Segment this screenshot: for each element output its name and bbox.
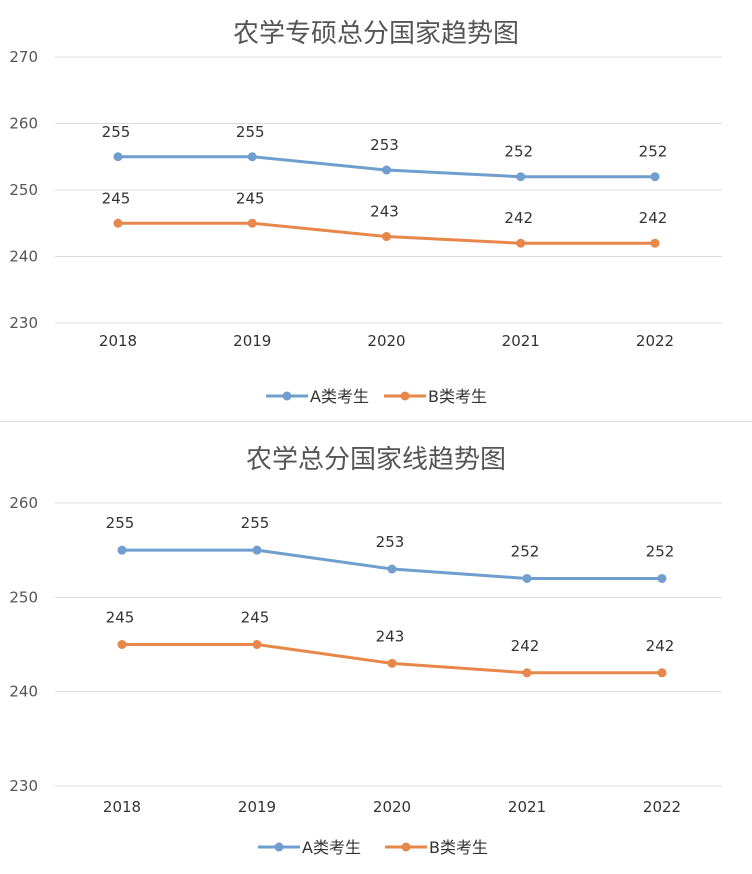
chart-title: 农学专硕总分国家趋势图 [233,19,519,49]
data-label: 243 [370,203,399,221]
data-label: 252 [504,143,533,161]
x-tick-label: 2020 [367,332,405,350]
data-point [252,545,262,555]
y-tick-label: 240 [9,683,38,701]
data-point [382,165,391,175]
data-point [117,640,127,649]
data-label: 252 [646,542,675,560]
data-label: 243 [376,627,405,645]
data-label: 255 [102,123,131,141]
chart-panel-agri-total: 农学总分国家线趋势图 230 240 250 260 2018 2019 2020 2021… [0,422,752,874]
x-tick-label: 2019 [238,798,276,816]
data-label: 253 [376,533,405,551]
data-point [117,545,127,555]
data-point [113,152,123,162]
data-label: 245 [102,189,131,207]
data-point [382,232,391,242]
data-label: 255 [106,514,135,532]
x-tick-label: 2018 [103,798,141,816]
data-label: 245 [106,609,135,627]
chart-panel-agri-professional: 农学专硕总分国家趋势图 230 240 250 260 270 2018 2019 2020… [0,0,752,422]
line-chart-agri-professional: 农学专硕总分国家趋势图 230 240 250 260 270 2018 2019 2020… [9,19,722,406]
chart-title: 农学总分国家线趋势图 [246,445,506,475]
data-label: 242 [646,637,675,655]
data-label: 242 [639,209,668,227]
series-line-a [120,548,664,580]
legend-label: B类考生 [428,387,487,406]
y-tick-label: 260 [9,494,38,512]
x-tick-label: 2022 [636,332,674,350]
data-point [247,218,257,228]
data-label: 253 [370,136,399,154]
y-tick-label: 260 [9,115,38,133]
data-point [252,640,262,649]
data-point [522,573,532,583]
data-point [247,152,257,162]
data-point [657,668,667,678]
data-label: 245 [241,609,270,627]
data-label: 242 [504,209,533,227]
y-tick-label: 230 [9,314,38,332]
series-line-b [120,643,664,675]
x-tick-label: 2018 [99,332,137,350]
data-point [516,172,526,182]
y-tick-label: 270 [9,48,38,66]
legend-item-a: A类考生 [266,387,369,406]
legend-label: B类考生 [429,838,488,857]
y-tick-label: 250 [9,588,38,606]
legend-item-b: B类考生 [385,838,488,857]
x-tick-label: 2020 [373,798,411,816]
x-tick-label: 2022 [643,798,681,816]
data-point [387,658,397,668]
x-tick-label: 2021 [502,332,540,350]
data-point [516,238,526,248]
legend-item-a: A类考生 [258,838,361,857]
data-point [113,218,123,228]
data-label: 252 [639,143,668,161]
legend-swatch-marker [282,391,292,401]
data-label: 255 [236,123,265,141]
data-point [387,564,397,574]
data-label: 242 [511,637,540,655]
data-point [650,238,660,248]
data-point [522,668,532,678]
legend-item-b: B类考生 [384,387,487,406]
data-label: 255 [241,514,270,532]
legend-label: A类考生 [302,838,361,857]
legend-swatch-marker [401,842,411,852]
data-label: 245 [236,189,265,207]
data-point [657,573,667,583]
data-point [650,172,660,182]
line-chart-agri-total: 农学总分国家线趋势图 230 240 250 260 2018 2019 2020 2021… [9,445,722,857]
legend-label: A类考生 [310,387,369,406]
y-tick-label: 250 [9,181,38,199]
legend-swatch-marker [274,842,284,852]
data-label: 252 [511,542,540,560]
y-tick-label: 240 [9,248,38,266]
x-tick-label: 2019 [233,332,271,350]
legend-swatch-marker [400,391,410,401]
x-tick-label: 2021 [508,798,546,816]
y-tick-label: 230 [9,777,38,795]
